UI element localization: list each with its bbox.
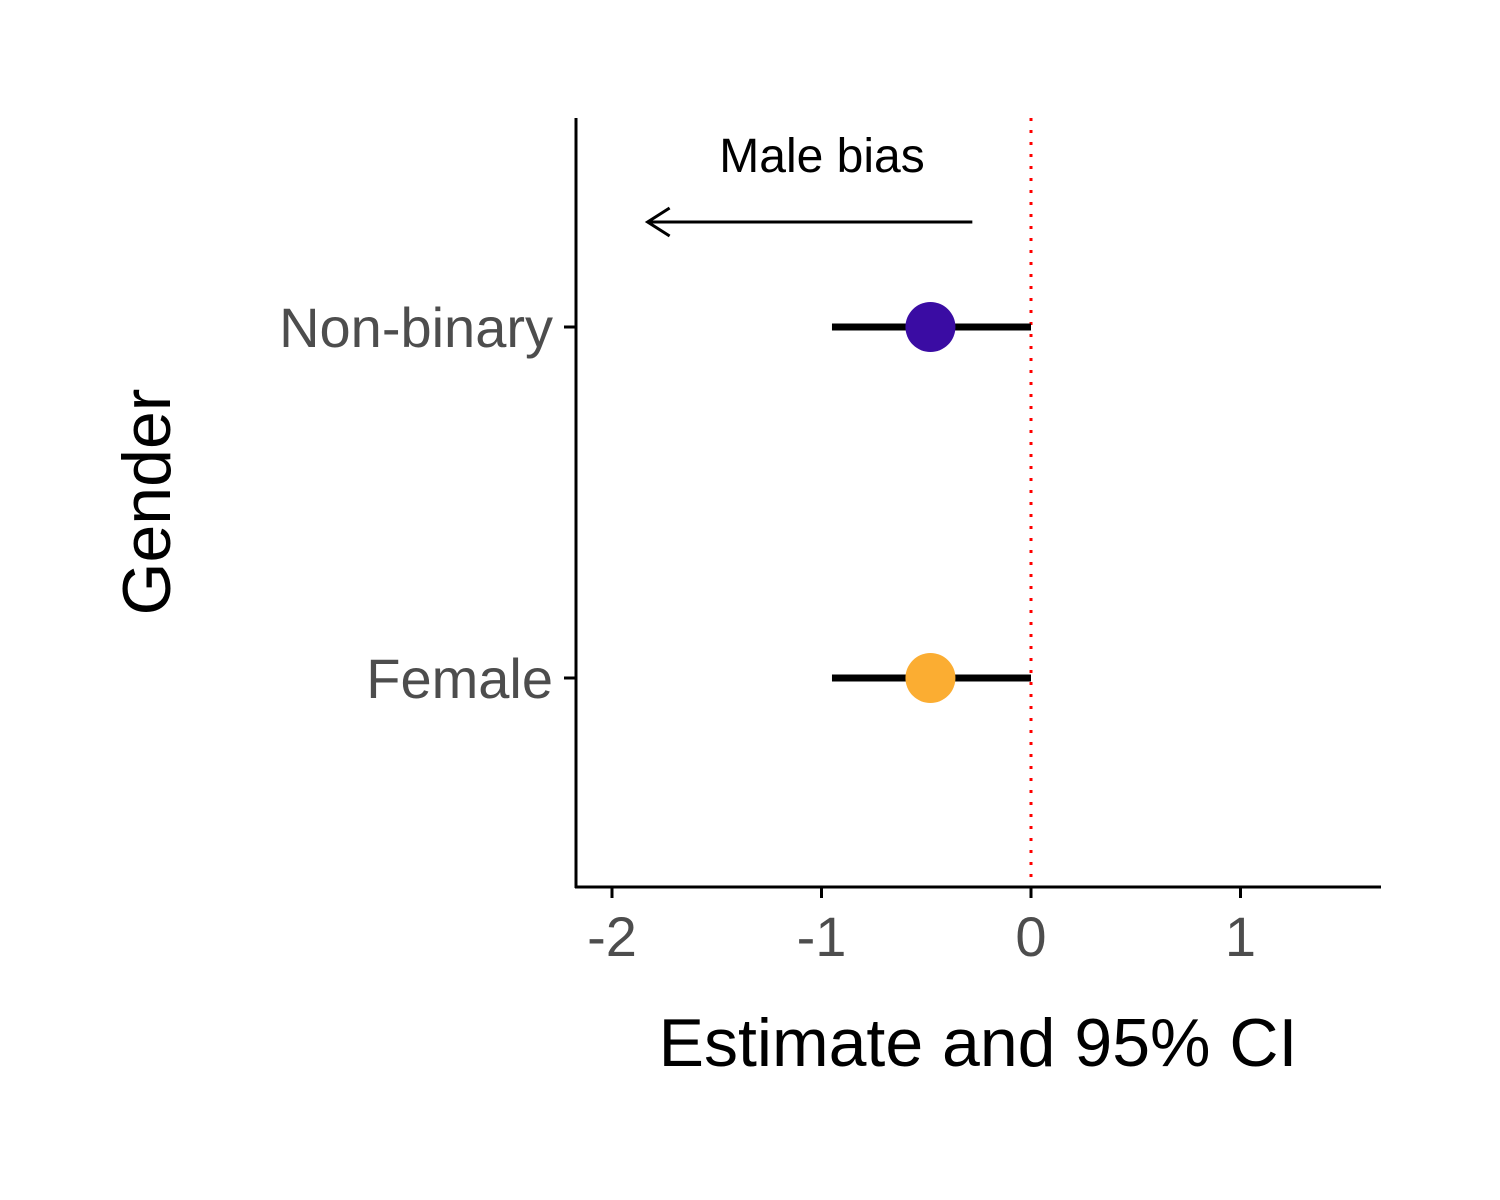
point-female	[905, 653, 956, 703]
y-tick-label: Non-binary	[279, 296, 553, 359]
x-tick-label: 1	[1225, 905, 1256, 968]
y-tick-label: Female	[366, 647, 553, 710]
annotation-label: Male bias	[719, 130, 924, 183]
x-tick-label: -1	[797, 905, 847, 968]
plot-area	[831, 118, 1033, 887]
point-non-binary	[905, 302, 956, 352]
x-tick-label: -2	[587, 905, 637, 968]
x-axis-title: Estimate and 95% CI	[659, 1005, 1298, 1081]
x-ticks: -2 -1 0 1	[587, 887, 1256, 968]
x-tick-label: 0	[1015, 905, 1046, 968]
annotation: Male bias	[644, 130, 973, 238]
axes	[574, 118, 1381, 889]
annotation-arrow-head	[644, 206, 671, 238]
y-axis-title: Gender	[109, 389, 185, 616]
y-ticks: Female Non-binary	[279, 296, 576, 710]
